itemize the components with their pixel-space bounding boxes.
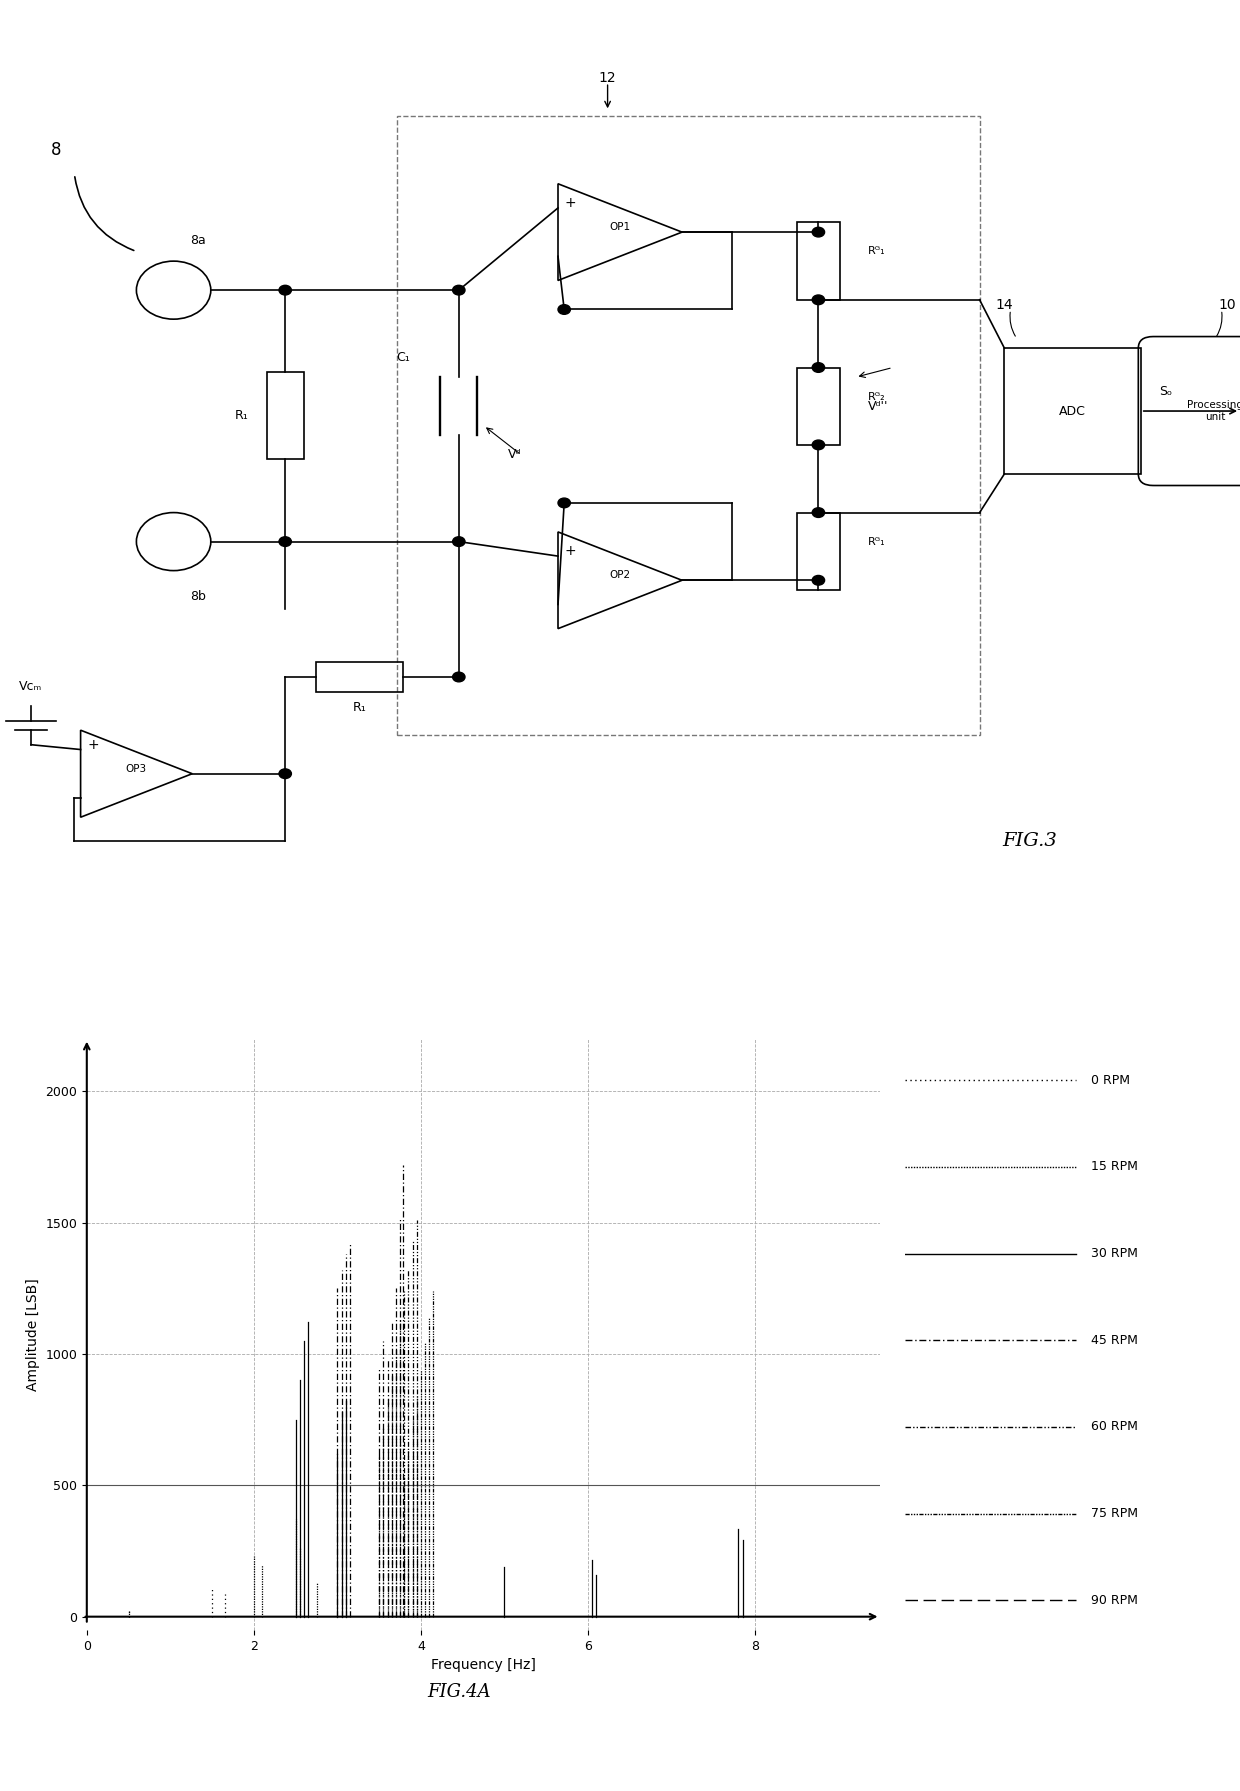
Circle shape (279, 768, 291, 779)
Circle shape (812, 575, 825, 586)
Circle shape (812, 296, 825, 304)
Text: 8a: 8a (191, 233, 206, 247)
Text: Rᴳ₁: Rᴳ₁ (868, 247, 885, 256)
Bar (797, 512, 841, 589)
Text: OP1: OP1 (609, 222, 631, 233)
Text: Vᴄₘ: Vᴄₘ (20, 681, 42, 693)
Text: Vᵈ: Vᵈ (508, 448, 522, 460)
Y-axis label: Amplitude [LSB]: Amplitude [LSB] (26, 1279, 40, 1390)
Text: Processing
unit: Processing unit (1187, 399, 1240, 423)
Text: Sₒ: Sₒ (1159, 385, 1173, 398)
Text: ADC: ADC (1059, 405, 1086, 417)
Text: FIG.4A: FIG.4A (427, 1684, 491, 1701)
Bar (397, 116, 980, 734)
Text: +: + (87, 738, 99, 752)
Text: 10: 10 (1219, 299, 1236, 312)
Circle shape (812, 362, 825, 373)
Circle shape (279, 537, 291, 546)
Circle shape (453, 285, 465, 296)
Bar (267, 373, 304, 458)
Bar (316, 663, 403, 691)
Text: R₁: R₁ (234, 410, 248, 423)
X-axis label: Frequency [Hz]: Frequency [Hz] (432, 1658, 536, 1673)
Text: C₁: C₁ (396, 351, 410, 364)
Text: 60 RPM: 60 RPM (1091, 1420, 1138, 1433)
Text: Rᴳ₁: Rᴳ₁ (868, 537, 885, 546)
Circle shape (279, 285, 291, 296)
Text: 30 RPM: 30 RPM (1091, 1247, 1138, 1261)
Text: 90 RPM: 90 RPM (1091, 1594, 1138, 1607)
Circle shape (453, 672, 465, 682)
Bar (797, 222, 841, 299)
Circle shape (558, 498, 570, 509)
Bar (1004, 347, 1141, 475)
Text: R₁: R₁ (352, 700, 367, 715)
Circle shape (812, 509, 825, 518)
Circle shape (812, 227, 825, 236)
Text: 8b: 8b (191, 589, 206, 604)
Text: 12: 12 (599, 72, 616, 86)
Text: Vᵈ'': Vᵈ'' (868, 399, 889, 412)
Text: 45 RPM: 45 RPM (1091, 1334, 1138, 1347)
Bar (797, 367, 841, 444)
Text: 0 RPM: 0 RPM (1091, 1073, 1130, 1087)
Text: 8: 8 (51, 141, 61, 159)
Text: OP3: OP3 (125, 765, 148, 774)
Text: 14: 14 (996, 299, 1013, 312)
Text: FIG.3: FIG.3 (1002, 833, 1056, 851)
Text: +: + (564, 195, 577, 210)
Text: Rᴳ₂: Rᴳ₂ (868, 392, 885, 401)
Text: OP2: OP2 (609, 571, 631, 580)
Circle shape (558, 304, 570, 315)
Circle shape (453, 537, 465, 546)
Circle shape (812, 441, 825, 450)
Text: +: + (564, 544, 577, 559)
Text: 75 RPM: 75 RPM (1091, 1506, 1138, 1521)
Text: 15 RPM: 15 RPM (1091, 1161, 1138, 1173)
